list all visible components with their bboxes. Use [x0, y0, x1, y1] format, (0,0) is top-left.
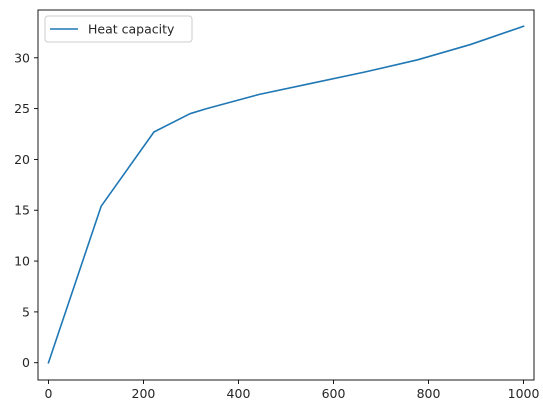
legend-box [44, 15, 193, 43]
x-tick-label: 0 [44, 386, 52, 401]
y-tick-label: 20 [14, 152, 30, 167]
y-tick-label: 0 [22, 355, 30, 370]
x-tick-label: 1000 [508, 386, 540, 401]
axes-frame [37, 9, 535, 381]
y-tick-label: 15 [14, 203, 30, 218]
y-tick-label: 5 [22, 304, 30, 319]
axes: 0 200 400 600 800 1000 0 5 10 15 20 25 30 [14, 9, 540, 401]
y-tick-label: 10 [14, 254, 30, 269]
series-line-0 [47, 25, 525, 364]
legend-label: Heat capacity [88, 22, 175, 37]
x-tick-label: 400 [227, 386, 251, 401]
x-tick-label: 800 [417, 386, 441, 401]
legend: Heat capacity [44, 15, 193, 43]
plot-area [47, 25, 525, 364]
x-tick-label: 600 [322, 386, 346, 401]
y-tick-label: 25 [14, 101, 30, 116]
x-tick-label: 200 [132, 386, 156, 401]
y-tick-label: 30 [14, 50, 30, 65]
